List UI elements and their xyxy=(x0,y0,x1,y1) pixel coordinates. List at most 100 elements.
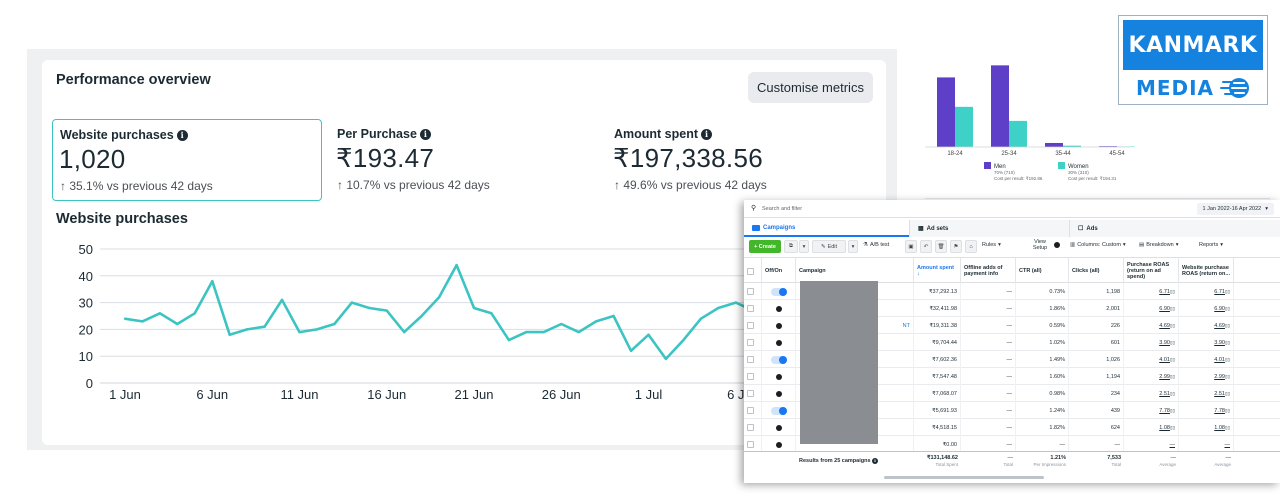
search-filter-bar[interactable]: ⚲ Search and filter 1 Jan 2022-16 Apr 20… xyxy=(744,200,1280,218)
campaign-name-cell[interactable] xyxy=(796,334,914,351)
customise-metrics-button[interactable]: Customise metrics xyxy=(748,72,873,103)
edit-dropdown[interactable]: ▾ xyxy=(848,240,858,253)
on-off-toggle[interactable] xyxy=(775,441,782,448)
row-checkbox[interactable] xyxy=(747,339,754,346)
select-all-cell[interactable] xyxy=(744,258,762,284)
metric-website-purchases[interactable]: Website purchases i 1,020 ↑ 35.1% vs prev… xyxy=(52,119,322,201)
column-header[interactable]: Clicks (all) xyxy=(1069,258,1124,284)
horizontal-scrollbar[interactable] xyxy=(884,476,1044,479)
on-off-toggle[interactable] xyxy=(770,406,787,415)
on-off-toggle[interactable] xyxy=(775,390,782,397)
on-off-toggle[interactable] xyxy=(775,373,782,380)
row-select-cell[interactable] xyxy=(744,385,762,402)
campaign-name-cell[interactable] xyxy=(796,300,914,317)
row-checkbox[interactable] xyxy=(747,322,754,329)
on-off-toggle[interactable] xyxy=(775,322,782,329)
on-off-cell[interactable] xyxy=(762,436,796,453)
tag-button[interactable]: ⌂ xyxy=(965,240,977,253)
campaign-name-cell[interactable] xyxy=(796,419,914,436)
duplicate-button[interactable]: ⧉ xyxy=(784,240,798,253)
on-off-cell[interactable] xyxy=(762,419,796,436)
tab-ad-sets[interactable]: ▦ Ad sets xyxy=(909,220,1069,237)
row-select-cell[interactable] xyxy=(744,419,762,436)
table-row[interactable]: ₹37,292.13—0.73% 1,198 6.71 ▯▯ 6.71 ▯▯ xyxy=(744,283,1280,300)
column-header[interactable]: CTR (all) xyxy=(1016,258,1069,284)
metric-amount-spent[interactable]: Amount spent i ₹197,338.56 ↑ 49.6% vs pre… xyxy=(607,119,877,201)
rules-icon-button[interactable]: ⚑ xyxy=(950,240,962,253)
on-off-cell[interactable] xyxy=(762,300,796,317)
table-row[interactable]: ₹9,704.44—1.02% 601 3.90 ▯▯ 3.90 ▯▯ xyxy=(744,334,1280,351)
campaign-name-cell[interactable] xyxy=(796,351,914,368)
select-all-checkbox[interactable] xyxy=(747,267,754,275)
campaign-name-fragment[interactable]: NT xyxy=(902,322,910,329)
table-row[interactable]: ₹5,691.93—1.24% 439 7.78 ▯▯ 7.78 ▯▯ xyxy=(744,402,1280,419)
campaign-name-cell[interactable] xyxy=(796,368,914,385)
campaign-name-cell[interactable] xyxy=(796,283,914,300)
table-row[interactable]: ₹7,547.48—1.60% 1,194 2.99 ▯▯ 2.99 ▯▯ xyxy=(744,368,1280,385)
columns-button[interactable]: ▥ Columns: Custom ▾ xyxy=(1070,242,1126,248)
tab-ads[interactable]: ☐ Ads xyxy=(1069,220,1280,237)
row-select-cell[interactable] xyxy=(744,334,762,351)
column-header[interactable]: Campaign xyxy=(796,258,914,284)
row-checkbox[interactable] xyxy=(747,373,754,380)
row-checkbox[interactable] xyxy=(747,288,754,295)
row-checkbox[interactable] xyxy=(747,441,754,448)
on-off-cell[interactable] xyxy=(762,402,796,419)
on-off-cell[interactable] xyxy=(762,351,796,368)
column-header[interactable]: Off/On xyxy=(762,258,796,284)
on-off-cell[interactable] xyxy=(762,385,796,402)
row-checkbox[interactable] xyxy=(747,356,754,363)
on-off-cell[interactable] xyxy=(762,368,796,385)
row-select-cell[interactable] xyxy=(744,283,762,300)
column-header[interactable]: Purchase ROAS (return on ad spend) xyxy=(1124,258,1179,284)
ab-test-button[interactable]: ⚗ A/B test xyxy=(863,242,889,248)
column-header-sorted[interactable]: Amount spent ↓ xyxy=(914,258,961,284)
info-icon[interactable]: i xyxy=(419,128,431,140)
row-select-cell[interactable] xyxy=(744,351,762,368)
search-input[interactable]: Search and filter xyxy=(762,206,803,212)
table-row[interactable]: ₹4,518.15—1.82% 624 1.08 ▯▯ 1.08 ▯▯ xyxy=(744,419,1280,436)
campaign-name-cell[interactable] xyxy=(796,436,914,453)
row-select-cell[interactable] xyxy=(744,436,762,453)
view-setup-button[interactable]: View Setup xyxy=(1032,239,1048,252)
info-icon[interactable]: i xyxy=(701,128,713,140)
on-off-toggle[interactable] xyxy=(775,339,782,346)
reports-button[interactable]: Reports ▾ xyxy=(1199,242,1223,248)
create-button[interactable]: + Create xyxy=(749,240,781,253)
date-range-picker[interactable]: 1 Jan 2022-16 Apr 2022 ▾ xyxy=(1196,203,1274,215)
archive-button[interactable]: ▣ xyxy=(905,240,917,253)
on-off-toggle[interactable] xyxy=(775,305,782,312)
campaign-name-cell[interactable] xyxy=(796,402,914,419)
on-off-toggle[interactable] xyxy=(775,424,782,431)
row-checkbox[interactable] xyxy=(747,424,754,431)
delete-button[interactable]: 🗑 xyxy=(935,240,947,253)
tab-campaigns[interactable]: Campaigns xyxy=(744,220,909,237)
row-checkbox[interactable] xyxy=(747,390,754,397)
table-row[interactable]: NT ₹19,311.38—0.59% 226 4.69 ▯▯ 4.69 ▯▯ xyxy=(744,317,1280,334)
row-checkbox[interactable] xyxy=(747,305,754,312)
table-row[interactable]: ₹32,411.98—1.86% 2,001 6.90 ▯▯ 6.90 ▯▯ xyxy=(744,300,1280,317)
row-select-cell[interactable] xyxy=(744,402,762,419)
info-icon[interactable]: i xyxy=(176,129,188,141)
on-off-cell[interactable] xyxy=(762,317,796,334)
info-icon[interactable]: i xyxy=(872,458,879,464)
on-off-cell[interactable] xyxy=(762,334,796,351)
column-header[interactable]: Website purchase ROAS (return on... xyxy=(1179,258,1234,284)
on-off-cell[interactable] xyxy=(762,283,796,300)
row-select-cell[interactable] xyxy=(744,317,762,334)
undo-button[interactable]: ↶ xyxy=(920,240,932,253)
campaign-name-cell[interactable]: NT xyxy=(796,317,914,334)
on-off-toggle[interactable] xyxy=(770,355,787,364)
row-checkbox[interactable] xyxy=(747,407,754,414)
row-select-cell[interactable] xyxy=(744,300,762,317)
column-header[interactable]: Offline adds of payment info xyxy=(961,258,1016,284)
metric-per-purchase[interactable]: Per Purchase i ₹193.47 ↑ 10.7% vs previou… xyxy=(330,119,600,201)
breakdown-button[interactable]: ▤ Breakdown ▾ xyxy=(1139,242,1179,248)
campaign-name-cell[interactable] xyxy=(796,385,914,402)
row-select-cell[interactable] xyxy=(744,368,762,385)
duplicate-dropdown[interactable]: ▾ xyxy=(799,240,809,253)
table-row[interactable]: ₹7,602.36—1.49% 1,026 4.01 ▯▯ 4.01 ▯▯ xyxy=(744,351,1280,368)
rules-button[interactable]: Rules ▾ xyxy=(982,242,1001,248)
table-row[interactable]: ₹7,068.07—0.98% 234 2.51 ▯▯ 2.51 ▯▯ xyxy=(744,385,1280,402)
edit-button[interactable]: ✎ Edit xyxy=(812,240,846,253)
